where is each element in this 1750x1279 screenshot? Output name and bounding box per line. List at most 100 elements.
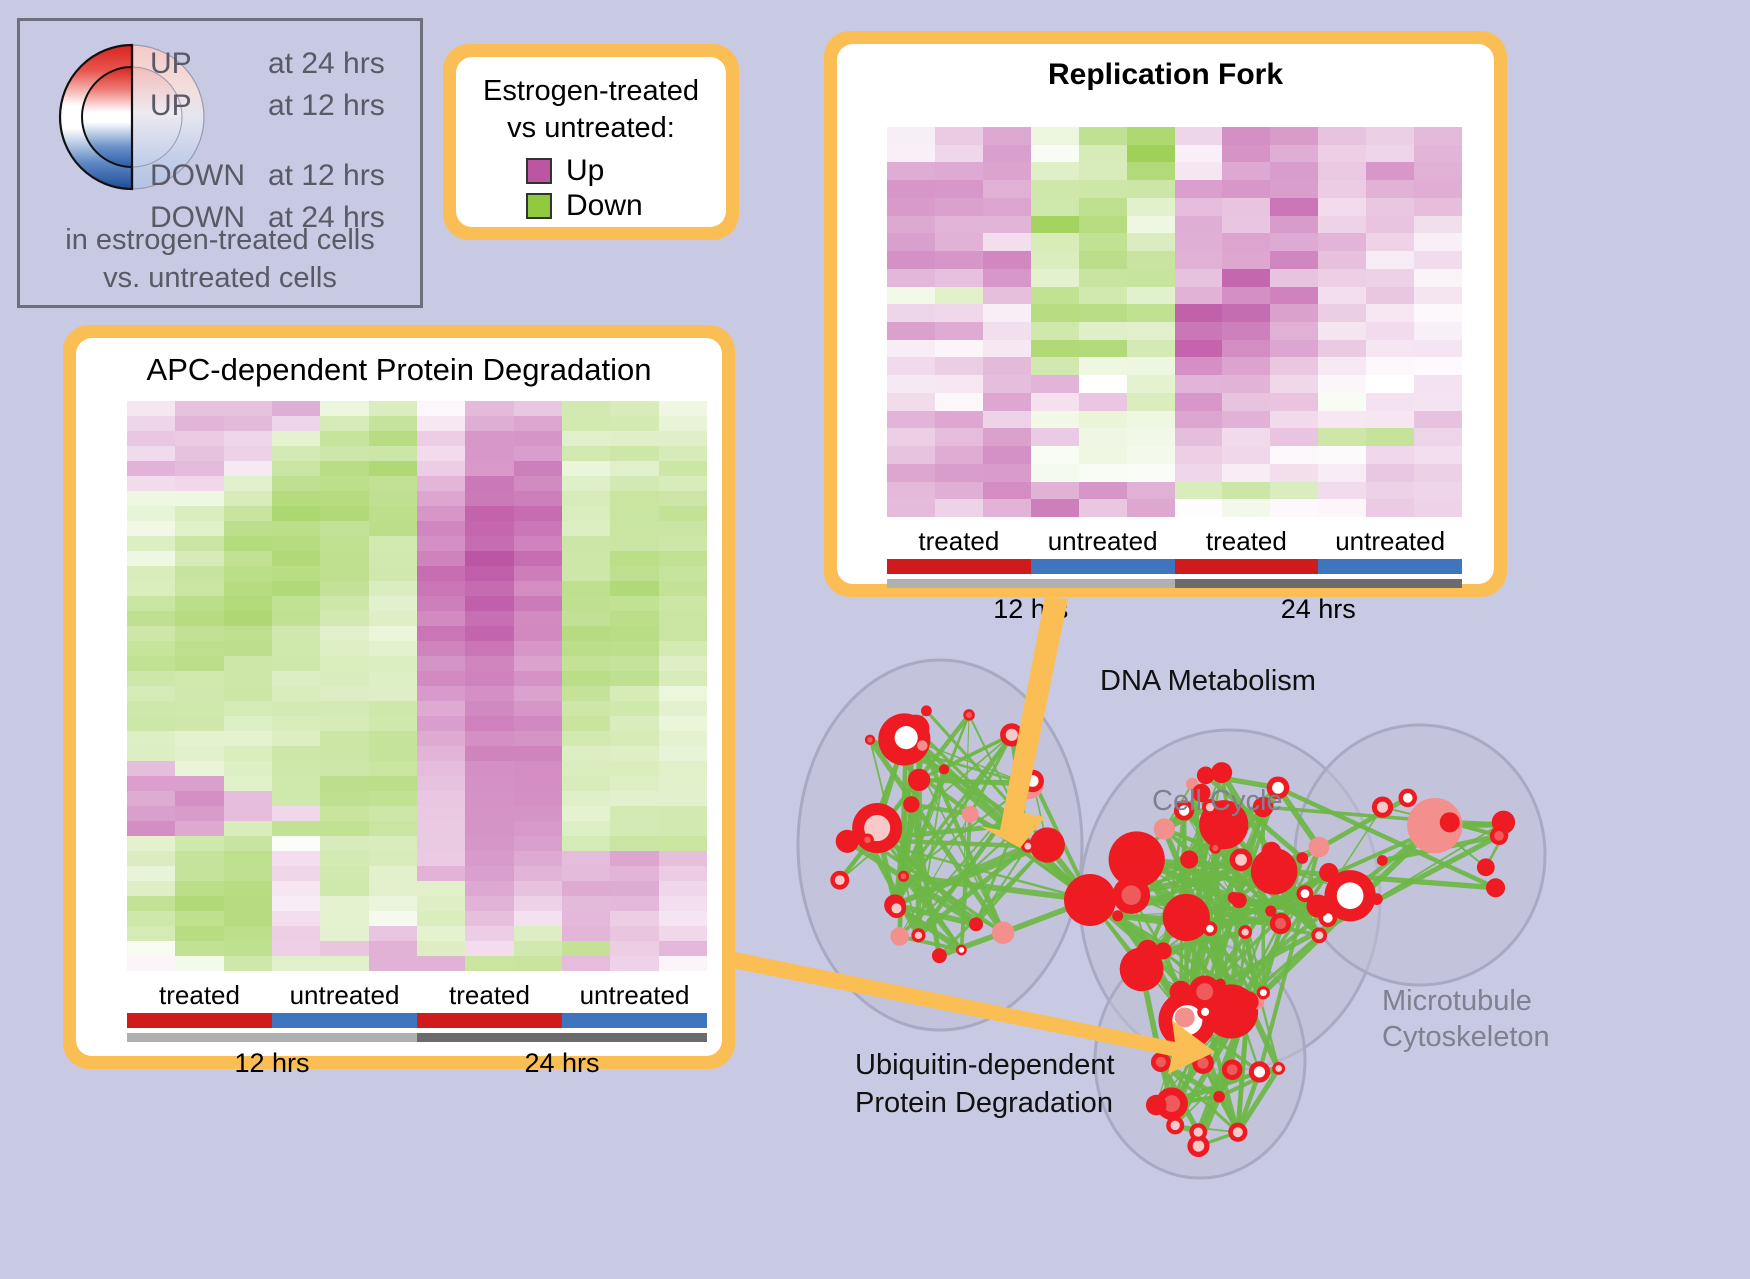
network-node[interactable] — [1029, 827, 1065, 863]
heatmap-cell — [127, 521, 176, 536]
network-node[interactable] — [1376, 855, 1388, 866]
heatmap-cell — [561, 956, 611, 971]
heatmap-cell — [658, 896, 707, 911]
network-node[interactable] — [991, 921, 1015, 944]
network-node[interactable] — [969, 917, 984, 932]
network-node[interactable] — [907, 768, 931, 792]
network-node[interactable] — [1145, 1094, 1167, 1116]
network-node[interactable] — [1211, 762, 1233, 784]
heatmap-cell — [127, 641, 176, 656]
network-node[interactable] — [1215, 978, 1226, 990]
heatmap-cell — [982, 481, 1031, 500]
heatmap-cell — [1030, 286, 1079, 305]
heatmap-cell — [416, 401, 466, 416]
network-node[interactable] — [1240, 995, 1254, 1009]
heatmap-cell — [416, 461, 466, 476]
heatmap-cell — [1174, 127, 1223, 145]
network-node[interactable] — [1153, 818, 1176, 840]
network-node[interactable] — [1371, 893, 1383, 906]
network-node[interactable] — [917, 740, 928, 751]
heatmap-cell — [887, 392, 935, 411]
condition-label: treated — [159, 980, 240, 1010]
heatmap-cell — [320, 776, 369, 791]
condition-color-bar — [127, 1013, 707, 1028]
network-node[interactable] — [1108, 831, 1165, 888]
heatmap-cell — [1414, 321, 1462, 340]
network-node[interactable] — [1154, 942, 1172, 960]
network-node[interactable] — [1265, 905, 1277, 917]
network-node[interactable] — [1064, 874, 1116, 926]
heatmap-cell — [1414, 215, 1462, 234]
heatmap-cell — [610, 941, 659, 956]
heatmap-cell — [368, 671, 417, 686]
heatmap-cell — [887, 233, 935, 252]
network-node[interactable] — [1486, 878, 1506, 898]
heatmap-cell — [175, 581, 224, 596]
heatmap-cell — [1366, 321, 1415, 340]
heatmap-cell — [368, 866, 417, 881]
heatmap-cell — [513, 776, 562, 791]
heatmap-cell — [610, 791, 659, 806]
network-node[interactable] — [931, 948, 947, 964]
heatmap-cell — [610, 611, 659, 626]
network-node[interactable] — [1196, 766, 1215, 785]
heatmap-cell — [416, 791, 466, 806]
network-node[interactable] — [1012, 814, 1033, 834]
time-label: 24 hrs — [1280, 594, 1356, 624]
network-node[interactable] — [1407, 797, 1463, 854]
network-node[interactable] — [1250, 848, 1298, 895]
network-node[interactable] — [903, 796, 920, 813]
heatmap-cell — [223, 896, 272, 911]
network-node[interactable] — [1162, 893, 1210, 942]
network-node[interactable] — [1308, 836, 1330, 858]
heatmap-cell — [271, 581, 321, 596]
heatmap-cell — [561, 836, 611, 851]
network-node[interactable] — [835, 829, 859, 853]
network-node[interactable] — [920, 705, 932, 717]
heatmap-cell — [1174, 339, 1223, 358]
network-node[interactable] — [1169, 980, 1192, 1004]
heatmap-cell — [1414, 144, 1462, 163]
network-node[interactable] — [1180, 850, 1199, 869]
heatmap-cell — [1030, 428, 1079, 447]
heatmap-cell — [610, 761, 659, 776]
heatmap-cell — [561, 746, 611, 761]
heatmap-cell — [982, 286, 1031, 305]
network-node[interactable] — [1439, 812, 1460, 833]
heatmap-cell — [934, 233, 983, 252]
heatmap-cell — [1366, 357, 1415, 376]
network-node[interactable] — [1306, 894, 1330, 918]
heatmap-cell — [1270, 180, 1319, 198]
network-node[interactable] — [1296, 852, 1309, 864]
network-node[interactable] — [939, 764, 950, 775]
heatmap-cell — [1270, 321, 1319, 340]
heatmap-cell — [982, 127, 1031, 145]
network-node[interactable] — [1174, 1007, 1195, 1028]
heatmap-cell — [1078, 268, 1127, 287]
heatmap-cell — [1222, 127, 1271, 145]
heatmap-cell — [1174, 197, 1223, 216]
network-node[interactable] — [1252, 796, 1274, 818]
network-node[interactable] — [1227, 891, 1240, 904]
network-node[interactable] — [1476, 858, 1495, 877]
heatmap-cell — [658, 596, 707, 611]
network-node[interactable] — [1213, 1090, 1225, 1103]
network-node[interactable] — [1112, 910, 1124, 922]
network-node[interactable] — [1192, 783, 1211, 803]
network-node-core — [1323, 913, 1333, 923]
network-node[interactable] — [1261, 841, 1282, 862]
heatmap-cell — [223, 671, 272, 686]
heatmap-cell — [1366, 463, 1415, 482]
updown-legend-panel: Estrogen-treated vs untreated: Up Down — [443, 44, 739, 240]
heatmap-cell — [127, 716, 176, 731]
heatmap-cell — [513, 611, 562, 626]
heatmap-cell — [610, 806, 659, 821]
heatmap-cell — [610, 416, 659, 431]
heatmap-cell — [416, 641, 466, 656]
heatmap-cell — [887, 180, 935, 198]
heatmap-cell — [175, 461, 224, 476]
network-node-core — [1205, 802, 1215, 812]
network-node[interactable] — [890, 927, 909, 946]
heatmap-cell — [1126, 251, 1175, 269]
network-node[interactable] — [961, 805, 979, 823]
